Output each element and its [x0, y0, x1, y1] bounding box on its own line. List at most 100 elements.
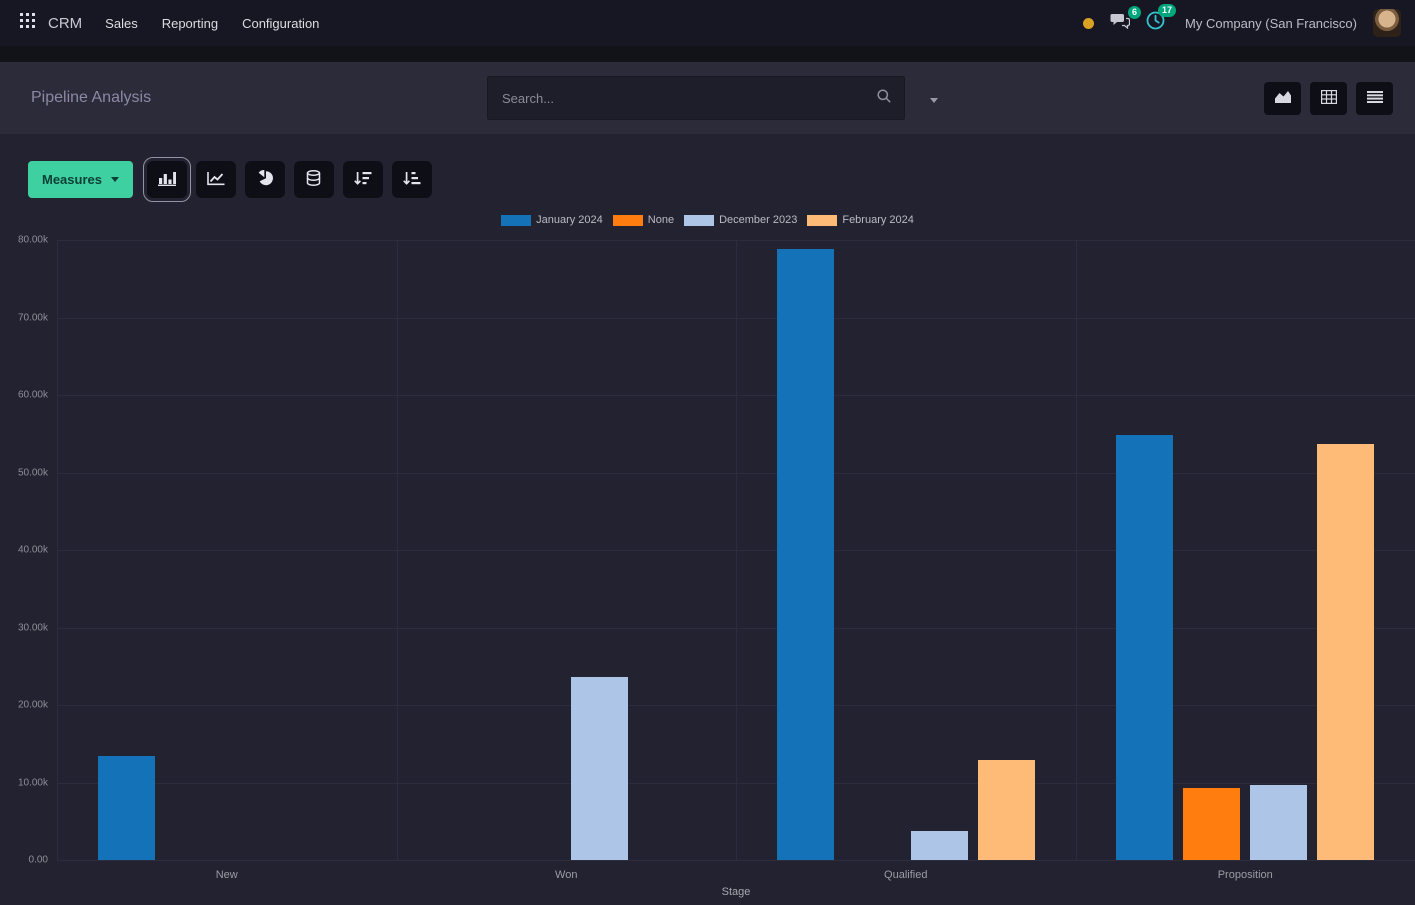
y-tick-label: 60.00k — [17, 389, 48, 401]
bar-slot — [571, 240, 629, 860]
activities-badge: 17 — [1158, 4, 1177, 17]
legend-swatch — [807, 214, 838, 226]
apps-menu-button[interactable] — [14, 10, 40, 36]
pie-chart-icon — [257, 169, 273, 189]
search-dropdown-toggle[interactable] — [924, 85, 944, 112]
bar-december-2023-qualified[interactable] — [910, 831, 968, 860]
bar-group — [57, 240, 397, 860]
sort-desc-icon — [354, 171, 372, 189]
bar-none-proposition[interactable] — [1183, 787, 1241, 860]
messages-button[interactable]: 6 — [1110, 5, 1142, 34]
bar-slot — [977, 240, 1035, 860]
search-area — [487, 76, 944, 120]
user-avatar[interactable] — [1373, 9, 1401, 37]
bar-slot — [1250, 240, 1308, 860]
y-tick-label: 20.00k — [17, 699, 48, 711]
area-chart-icon — [1274, 90, 1292, 107]
plot-groups — [57, 240, 1415, 860]
menu-reporting[interactable]: Reporting — [161, 15, 219, 31]
legend-label: None — [647, 214, 675, 226]
stacked-database-icon — [306, 170, 321, 189]
bar-slot — [97, 240, 155, 860]
pivot-table-icon — [1320, 89, 1337, 107]
page-title: Pipeline Analysis — [31, 89, 152, 106]
view-list-button[interactable] — [1356, 81, 1393, 115]
bar-slot — [299, 240, 356, 860]
legend-label: January 2024 — [536, 214, 603, 226]
legend-swatch — [501, 214, 532, 226]
bar-slot — [232, 240, 289, 860]
gridline-v — [57, 240, 58, 860]
legend-item[interactable]: December 2023 — [684, 214, 797, 226]
bar-slot — [165, 240, 222, 860]
top-navbar: CRM Sales Reporting Configuration 6 17 — [0, 0, 1415, 46]
sort-desc-button[interactable] — [342, 161, 383, 198]
search-input[interactable] — [502, 90, 876, 106]
breadcrumb: Pipeline Analysis — [31, 89, 487, 107]
chat-bubbles-icon — [1110, 13, 1131, 34]
menu-configuration[interactable]: Configuration — [242, 15, 320, 31]
apps-grid-icon — [19, 13, 35, 33]
bar-slot — [437, 240, 494, 860]
bar-february-2024-proposition[interactable] — [1317, 443, 1375, 860]
bar-slot — [638, 240, 695, 860]
bar-january-2024-proposition[interactable] — [1116, 434, 1174, 860]
status-dot[interactable] — [1083, 17, 1095, 29]
legend-swatch — [684, 214, 715, 226]
bar-january-2024-qualified[interactable] — [776, 248, 834, 860]
bar-slot — [1183, 240, 1241, 860]
legend-item[interactable]: January 2024 — [501, 214, 603, 226]
bar-slot — [910, 240, 968, 860]
bar-december-2023-won[interactable] — [571, 677, 629, 860]
y-tick-label: 40.00k — [17, 544, 48, 556]
bar-group — [736, 240, 1076, 860]
x-tick-label: Qualified — [884, 869, 928, 881]
line-chart-button[interactable] — [195, 161, 236, 198]
pie-chart-button[interactable] — [244, 161, 285, 198]
y-tick-label: 70.00k — [17, 312, 48, 323]
bar-slot — [844, 240, 901, 860]
x-axis-title: Stage — [721, 886, 751, 898]
chevron-down-icon — [930, 97, 938, 103]
bar-slot — [1116, 240, 1174, 860]
company-switcher[interactable]: My Company (San Francisco) — [1185, 15, 1357, 31]
measures-button[interactable]: Measures — [28, 161, 133, 198]
x-axis: New Won Qualified Proposition — [57, 869, 1415, 881]
activities-button[interactable]: 17 — [1146, 4, 1177, 35]
gridline-v — [736, 240, 737, 860]
menu-sales[interactable]: Sales — [105, 15, 138, 31]
bar-chart-icon — [157, 171, 176, 189]
search-icon[interactable] — [876, 88, 892, 109]
y-tick-label: 80.00k — [17, 234, 48, 246]
chart-legend: January 2024 None December 2023 February 20… — [0, 198, 1415, 240]
bar-december-2023-proposition[interactable] — [1250, 784, 1308, 860]
sort-asc-button[interactable] — [391, 161, 432, 198]
view-switcher — [1264, 81, 1393, 115]
stacked-button[interactable] — [293, 161, 334, 198]
graph-toolbar: Measures — [0, 134, 1415, 202]
bar-slot — [504, 240, 561, 860]
legend-item[interactable]: None — [612, 214, 675, 226]
bar-group — [1076, 240, 1415, 860]
gridline-v — [1075, 240, 1077, 860]
view-pivot-button[interactable] — [1310, 81, 1347, 115]
line-chart-icon — [207, 171, 225, 189]
legend-item[interactable]: February 2024 — [807, 214, 914, 226]
x-tick-label: New — [215, 869, 238, 881]
legend-swatch — [612, 214, 643, 226]
x-tick-label: Won — [555, 869, 578, 881]
y-tick-label: 10.00k — [17, 777, 48, 788]
list-icon — [1366, 90, 1383, 107]
view-graph-button[interactable] — [1264, 81, 1301, 115]
bar-chart: January 2024 None December 2023 February 20… — [0, 198, 1415, 898]
bar-january-2024-new[interactable] — [97, 756, 155, 860]
chevron-down-icon — [110, 177, 119, 182]
bar-february-2024-qualified[interactable] — [977, 760, 1035, 860]
x-tick-label: Proposition — [1217, 869, 1273, 881]
bar-slot — [1317, 240, 1375, 860]
bar-chart-button[interactable] — [142, 157, 191, 202]
app-name[interactable]: CRM — [48, 14, 83, 32]
search-box[interactable] — [487, 76, 905, 120]
control-panel: Pipeline Analysis — [0, 62, 1415, 134]
y-axis: 80.00k 70.00k 60.00k 50.00k 40.00k 30.00k 20.0… — [0, 235, 57, 866]
